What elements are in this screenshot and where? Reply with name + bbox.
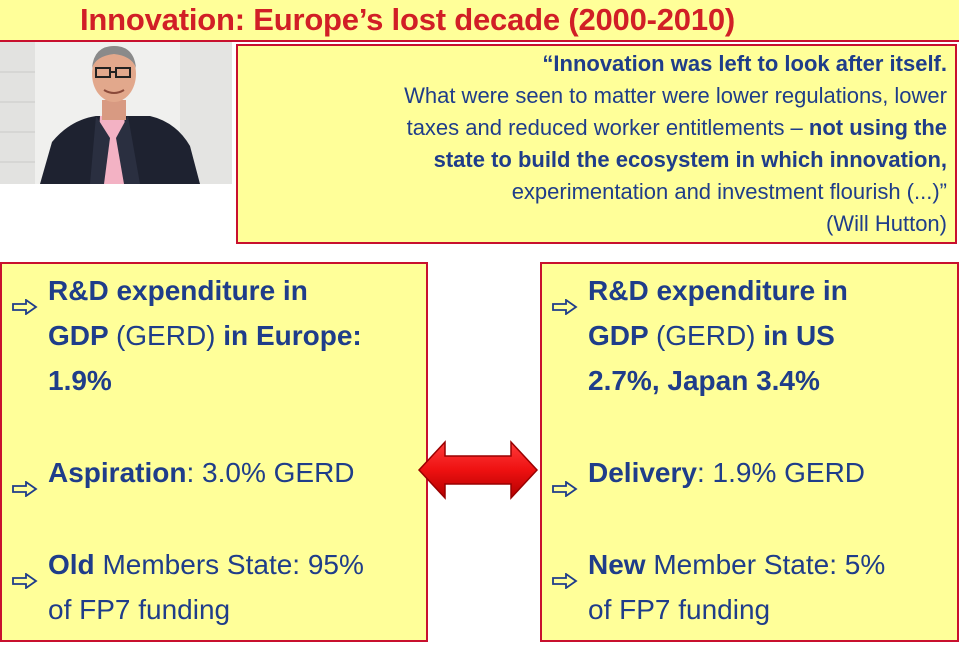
bullet-line: Aspiration: 3.0% GERD [12, 450, 355, 495]
bold-text-run: R&D expenditure in [588, 275, 848, 306]
bold-text-run: not using the [808, 115, 947, 140]
bullet-line: R&D expenditure in [12, 268, 362, 313]
bullet-line: of FP7 funding [552, 587, 885, 632]
text-run: What were seen to matter were lower regu… [404, 83, 947, 108]
quote-line: taxes and reduced worker entitlements – … [407, 112, 947, 143]
quote-line: What were seen to matter were lower regu… [404, 80, 947, 111]
quote-line: (Will Hutton) [826, 208, 947, 239]
bullet-line: R&D expenditure in [552, 268, 848, 313]
hollow-right-arrow-icon [12, 283, 38, 316]
text-run: of FP7 funding [588, 594, 771, 625]
bullet-item: New Member State: 5% of FP7 funding [552, 542, 885, 632]
hollow-right-arrow-icon [552, 465, 578, 498]
bold-text-run: GDP [588, 320, 656, 351]
bullet-item: Aspiration: 3.0% GERD [12, 450, 355, 498]
bold-text-run: in US [755, 320, 835, 351]
bold-text-run: R&D expenditure in [48, 275, 308, 306]
bullet-item: R&D expenditure in GDP (GERD) in Europe: 1… [12, 268, 362, 403]
quote-box: “Innovation was left to look after itsel… [236, 44, 957, 244]
double-headed-arrow-icon [417, 440, 539, 500]
hollow-right-arrow-icon [12, 557, 38, 590]
hollow-right-arrow-icon [552, 557, 578, 590]
bullet-line: New Member State: 5% [552, 542, 885, 587]
bullet-line: Old Members State: 95% [12, 542, 364, 587]
text-run: of FP7 funding [48, 594, 231, 625]
quote-line: state to build the ecosystem in which in… [434, 144, 947, 175]
bullet-item: Old Members State: 95% of FP7 funding [12, 542, 364, 632]
europe-panel: R&D expenditure in GDP (GERD) in Europe: 1… [0, 262, 428, 642]
bold-text-run: Delivery [588, 457, 697, 488]
portrait-image [0, 42, 232, 184]
bold-text-run: “Innovation was left to look after itsel… [542, 51, 947, 76]
bullet-line: Delivery: 1.9% GERD [552, 450, 865, 495]
bullet-item: R&D expenditure in GDP (GERD) in US 2.7%, … [552, 268, 848, 403]
bullet-item: Delivery: 1.9% GERD [552, 450, 865, 498]
text-run: : 3.0% GERD [186, 457, 355, 488]
text-run: (GERD) [655, 320, 756, 351]
slide-title: Innovation: Europe’s lost decade (2000-2… [80, 2, 736, 37]
bullet-line: 1.9% [12, 358, 362, 403]
bold-text-run: 2.7%, Japan 3.4% [588, 365, 820, 396]
bold-text-run: Old [48, 549, 95, 580]
bullet-line: of FP7 funding [12, 587, 364, 632]
us-japan-panel: R&D expenditure in GDP (GERD) in US 2.7%, … [540, 262, 959, 642]
hollow-right-arrow-icon [12, 465, 38, 498]
text-run: Members State: 95% [94, 549, 364, 580]
text-run: (GERD) [115, 320, 216, 351]
bold-text-run: GDP [48, 320, 116, 351]
hollow-right-arrow-icon [552, 283, 578, 316]
bullet-line: GDP (GERD) in Europe: [12, 313, 362, 358]
text-run: : 1.9% GERD [696, 457, 866, 488]
bullet-line: GDP (GERD) in US [552, 313, 848, 358]
bold-text-run: New [588, 549, 646, 580]
text-run: taxes and reduced worker entitlements – [406, 115, 809, 140]
text-run: Member State: 5% [645, 549, 886, 580]
bullet-line: 2.7%, Japan 3.4% [552, 358, 848, 403]
portrait-photo [0, 42, 232, 184]
title-bar: Innovation: Europe’s lost decade (2000-2… [0, 0, 959, 42]
bold-text-run: state to build the ecosystem in which in… [433, 147, 947, 172]
bold-text-run: in Europe: [215, 320, 362, 351]
bold-text-run: Aspiration [48, 457, 187, 488]
quote-line: experimentation and investment flourish … [512, 176, 947, 207]
bold-text-run: 1.9% [48, 365, 112, 396]
text-run: (Will Hutton) [825, 211, 947, 236]
quote-line: “Innovation was left to look after itsel… [542, 48, 947, 79]
text-run: experimentation and investment flourish … [511, 179, 947, 204]
